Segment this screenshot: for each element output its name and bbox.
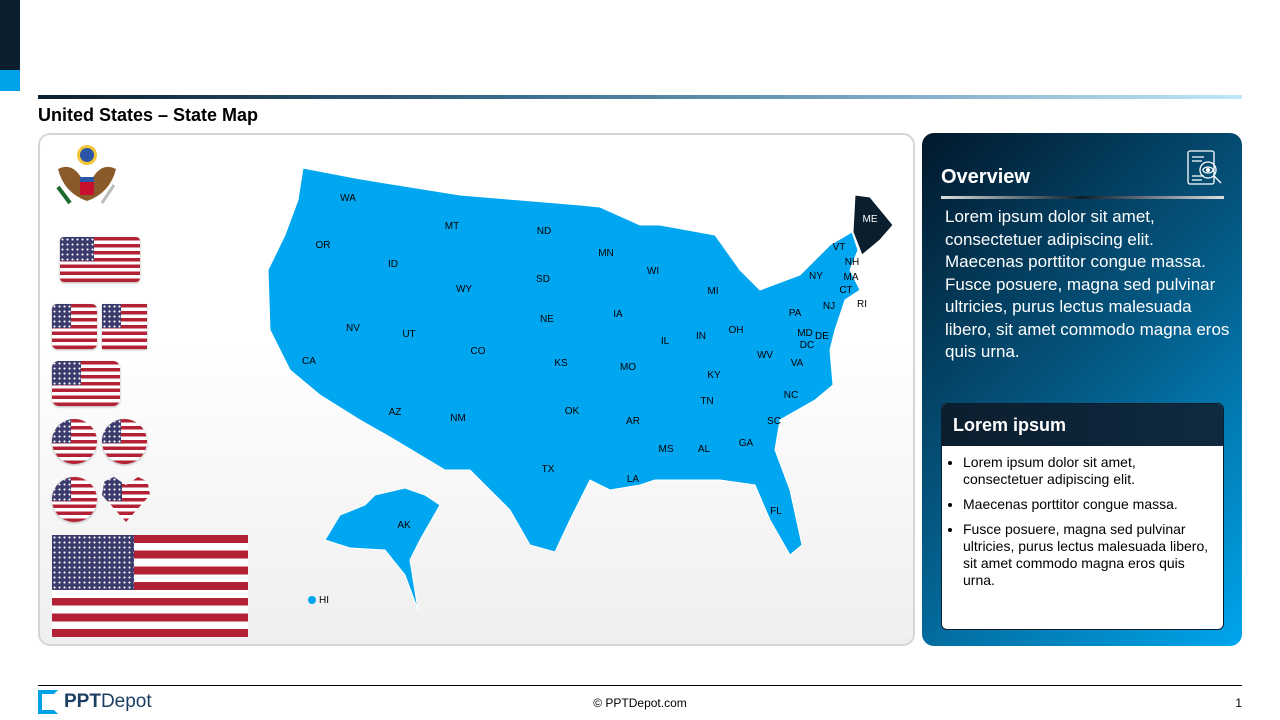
state-label-az: AZ (389, 407, 402, 418)
state-label-hi: HI (319, 595, 329, 606)
state-label-in: IN (696, 331, 706, 342)
state-label-ar: AR (626, 416, 640, 427)
circle-flag-icon-small (52, 477, 97, 522)
rounded-flag-icon (52, 361, 120, 406)
state-label-ks: KS (554, 358, 568, 369)
state-label-ut: UT (402, 329, 415, 340)
bullet-item: Fusce posuere, magna sed pulvinar ultric… (963, 521, 1213, 589)
box-title: Lorem ipsum (942, 404, 1223, 446)
state-label-oh: OH (729, 325, 744, 336)
state-label-la: LA (627, 474, 640, 485)
square-flag-icon (52, 304, 97, 349)
state-label-ma: MA (844, 272, 859, 283)
us-state-map: WA OR CA ID NV MT WY UT AZ CO NM ND SD NE KS OK TX MN IA MO… (267, 167, 894, 611)
state-label-ct: CT (839, 285, 852, 296)
lorem-box: Lorem ipsum Lorem ipsum dolor sit amet, … (941, 403, 1224, 630)
flat-flag-icon (102, 304, 147, 349)
logo-mark-icon (38, 690, 58, 714)
state-label-tx: TX (542, 464, 555, 475)
copyright: © PPTDepot.com (593, 696, 687, 710)
alaska-shape[interactable] (324, 487, 441, 611)
state-label-nv: NV (346, 323, 360, 334)
accent-bar (0, 0, 20, 70)
circle-flag-icon (52, 419, 97, 464)
map-panel: WA OR CA ID NV MT WY UT AZ CO NM ND SD NE KS OK TX MN IA MO… (38, 133, 915, 646)
state-label-de: DE (815, 331, 829, 342)
contiguous-us-shape[interactable] (267, 167, 861, 556)
state-label-wy: WY (456, 284, 472, 295)
state-label-ga: GA (739, 438, 754, 449)
state-label-al: AL (698, 444, 711, 455)
circle-flag-icon-glossy (102, 419, 147, 464)
flag-icon (52, 535, 248, 637)
state-label-mi: MI (707, 286, 718, 297)
overview-title: Overview (941, 166, 1030, 188)
state-label-ri: RI (857, 299, 867, 310)
state-label-ca: CA (302, 356, 316, 367)
state-label-ne: NE (540, 314, 554, 325)
slide-title: United States – State Map (38, 105, 259, 125)
waving-flag-icon (60, 237, 140, 282)
state-label-vt: VT (833, 242, 846, 253)
state-label-mo: MO (620, 362, 636, 373)
bullet-list: Lorem ipsum dolor sit amet, consectetuer… (942, 446, 1223, 589)
state-label-ak: AK (397, 520, 411, 531)
footer-rule (38, 685, 1242, 686)
state-label-sd: SD (536, 274, 550, 285)
state-label-nd: ND (537, 226, 551, 237)
overview-text: Lorem ipsum dolor sit amet, consectetuer… (945, 207, 1230, 361)
state-label-wi: WI (647, 266, 659, 277)
state-label-or: OR (316, 240, 331, 251)
state-label-nj: NJ (823, 301, 835, 312)
state-label-ok: OK (565, 406, 580, 417)
state-label-tn: TN (700, 396, 713, 407)
state-label-sc: SC (767, 416, 781, 427)
document-search-icon (1187, 150, 1222, 185)
state-label-co: CO (471, 346, 486, 357)
title-rule (38, 95, 1242, 99)
us-seal-icon (54, 143, 120, 213)
state-label-ky: KY (707, 370, 721, 381)
page-number: 1 (1235, 696, 1242, 710)
state-label-nc: NC (784, 390, 798, 401)
state-label-il: IL (661, 336, 670, 347)
accent-bar-blue (0, 70, 20, 91)
state-label-nm: NM (450, 413, 466, 424)
bullet-item: Maecenas porttitor congue massa. (963, 496, 1213, 513)
state-label-ia: IA (613, 309, 623, 320)
state-label-id: ID (388, 259, 398, 270)
hawaii-shape[interactable] (308, 596, 316, 604)
state-label-mt: MT (445, 221, 459, 232)
state-label-ny: NY (809, 271, 823, 282)
logo-bold: PPT (64, 691, 101, 712)
state-label-fl: FL (770, 506, 782, 517)
bullet-item: Lorem ipsum dolor sit amet, consectetuer… (963, 454, 1213, 488)
state-label-pa: PA (789, 308, 802, 319)
logo-light: Depot (100, 691, 152, 712)
state-label-dc: DC (800, 340, 814, 351)
state-label-mn: MN (598, 248, 614, 259)
state-label-md: MD (797, 328, 813, 339)
overview-panel: Overview Lorem ipsum dolor sit amet, con… (922, 133, 1242, 646)
pptdepot-logo: PPTDepot (38, 690, 152, 714)
overview-divider (941, 196, 1224, 199)
state-label-ms: MS (659, 444, 674, 455)
state-label-va: VA (791, 358, 804, 369)
state-label-nh: NH (845, 257, 859, 268)
maine-shape[interactable] (852, 194, 894, 256)
state-label-wv: WV (757, 350, 773, 361)
state-label-me: ME (863, 214, 878, 225)
state-label-wa: WA (340, 193, 356, 204)
